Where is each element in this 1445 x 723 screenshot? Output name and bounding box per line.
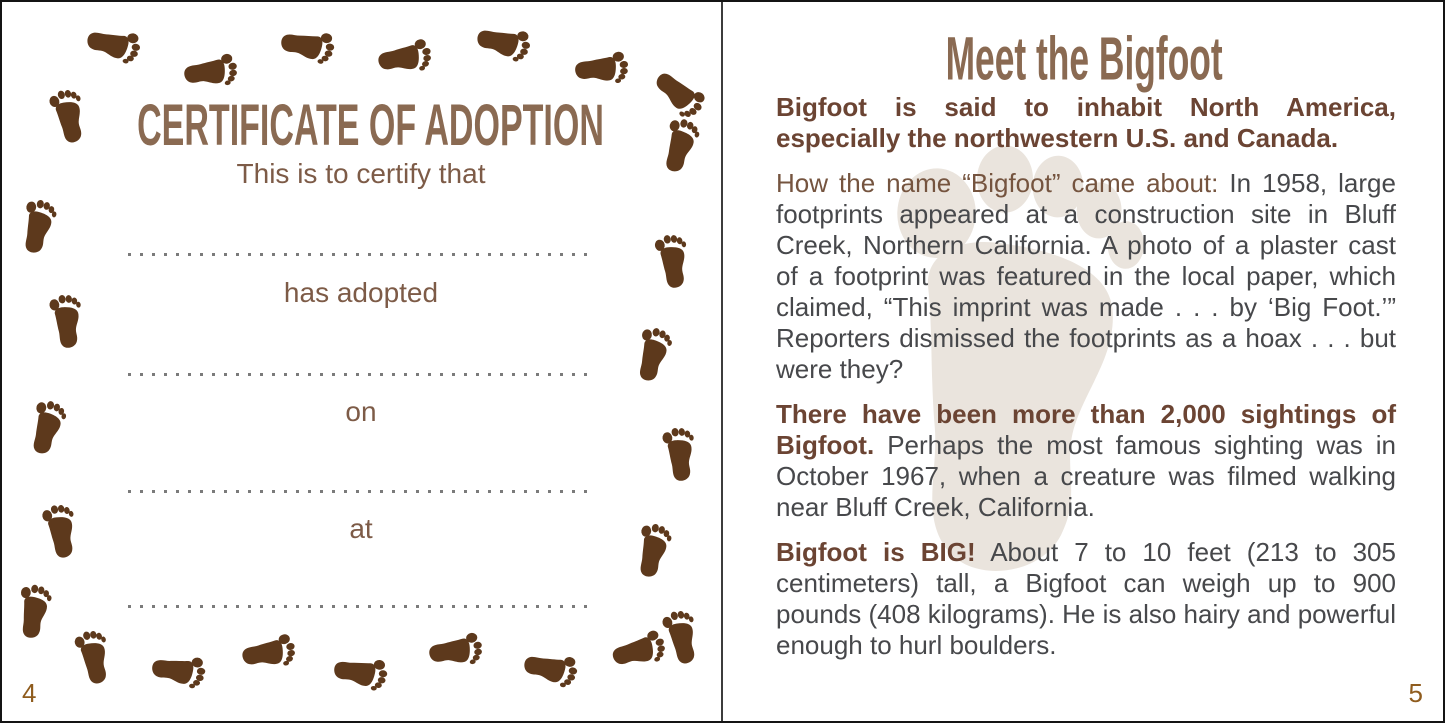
footprint-icon: [69, 626, 117, 689]
article-title: Meet the Bigfoot: [724, 24, 1445, 94]
footprint-icon: [149, 650, 208, 691]
footprint-icon: [472, 19, 533, 64]
paragraph-4-lead: Bigfoot is BIG!: [776, 537, 976, 567]
paragraph-1-lead: Bigfoot is said to inhabit North America…: [776, 92, 1396, 153]
footprint-icon: [14, 196, 59, 257]
paragraph-4-rest: About 7 to 10 feet (213 to 305 centimete…: [776, 537, 1396, 660]
footprint-icon: [330, 651, 389, 693]
page-divider: [721, 0, 723, 723]
paragraph-4: Bigfoot is BIG! About 7 to 10 feet (213 …: [776, 537, 1396, 661]
footprint-icon: [373, 34, 435, 81]
article-body: Bigfoot is said to inhabit North America…: [776, 92, 1396, 675]
field-label-at: at: [349, 513, 373, 544]
footprint-icon: [179, 48, 240, 93]
paragraph-2-rest: In 1958, large footprints appeared at a …: [776, 168, 1396, 384]
footprint-icon: [520, 646, 581, 690]
paragraph-2: How the name “Bigfoot” came about: In 19…: [776, 168, 1396, 385]
right-page: Meet the Bigfoot Bigfoot is said to inha…: [724, 0, 1445, 723]
article-title-text: Meet the Bigfoot: [945, 25, 1224, 94]
certificate-title: CERTIFICATE OF ADOPTION: [0, 92, 722, 158]
page-number-left: 4: [22, 678, 37, 708]
blank-field-line: [128, 253, 592, 256]
certificate-subtitle: This is to certify that: [236, 158, 486, 189]
page-number-right: 5: [1408, 678, 1423, 708]
blank-field-line: [128, 373, 592, 376]
paragraph-3: There have been more than 2,000 sighting…: [776, 399, 1396, 523]
footprint-icon: [82, 21, 143, 66]
footprint-icon: [629, 324, 676, 386]
footprint-icon: [424, 627, 485, 672]
left-page: CERTIFICATE OF ADOPTION This is to certi…: [0, 0, 722, 723]
paragraph-3-lead: There have been more than 2,000 sighting…: [776, 399, 1396, 460]
footprint-icon: [571, 47, 631, 90]
field-label-has-adopted: has adopted: [283, 277, 439, 308]
paragraph-3-rest: Perhaps the most famous sighting was in …: [776, 430, 1396, 522]
paragraph-1: Bigfoot is said to inhabit North America…: [776, 92, 1396, 154]
blank-field-line: [128, 605, 592, 608]
blank-field-line: [128, 490, 592, 493]
footprint-icon: [12, 582, 54, 641]
footprint-icon: [237, 629, 299, 676]
footprint-icon: [277, 24, 337, 67]
footprint-icon: [657, 425, 700, 485]
certificate-title-text: CERTIFICATE OF ADOPTION: [137, 93, 604, 158]
paragraph-2-lead: How the name “Bigfoot” came about:: [776, 168, 1219, 198]
field-label-on: on: [345, 396, 377, 427]
